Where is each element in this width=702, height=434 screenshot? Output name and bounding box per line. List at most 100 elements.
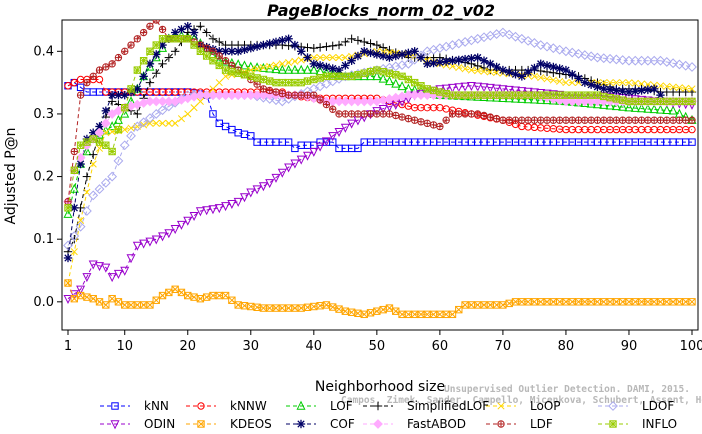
legend-label: kNN (144, 399, 169, 413)
data-point (643, 85, 653, 94)
data-point (492, 114, 501, 123)
data-point (492, 62, 501, 72)
data-point (119, 140, 130, 151)
data-point (102, 63, 110, 71)
data-point (322, 62, 331, 72)
data-point (264, 94, 275, 104)
data-point (618, 101, 628, 111)
data-point (562, 116, 570, 124)
data-point (663, 82, 671, 90)
data-point (152, 296, 160, 304)
data-point (69, 290, 79, 300)
data-point (240, 45, 249, 54)
data-point (196, 41, 205, 49)
credit-line-1: Unsupervised Outlier Detection. DAMI, 20… (444, 384, 690, 395)
data-point (372, 40, 382, 50)
legend-item-kdeos: KDEOS (186, 417, 272, 431)
x-tick-label: 10 (116, 339, 133, 354)
x-tick-label: 60 (432, 339, 449, 354)
data-point (562, 79, 570, 87)
data-point (94, 127, 105, 138)
x-tick-label: 80 (558, 339, 575, 354)
legend-marker (609, 420, 617, 428)
data-point (82, 206, 92, 216)
data-point (347, 119, 357, 129)
data-point (669, 97, 677, 106)
data-point (190, 41, 198, 49)
legend-marker (373, 419, 383, 429)
data-point (290, 40, 300, 50)
data-point (574, 91, 583, 99)
data-point (145, 113, 155, 124)
data-point (341, 54, 349, 62)
data-point (530, 72, 538, 80)
data-point (511, 91, 520, 99)
data-point (164, 53, 174, 62)
legend-label: INFLO (642, 417, 677, 431)
data-point (132, 241, 142, 251)
data-point (655, 55, 666, 66)
data-point (259, 40, 268, 50)
x-tick-label: 30 (243, 339, 260, 354)
data-point (455, 110, 463, 118)
data-point (650, 97, 658, 106)
data-point (132, 121, 143, 132)
data-point (252, 42, 262, 51)
data-point (334, 40, 344, 50)
data-point (631, 298, 639, 306)
data-point (454, 55, 463, 65)
data-point (480, 111, 488, 120)
data-point (423, 119, 431, 128)
data-point (461, 65, 469, 73)
data-point (581, 116, 589, 124)
data-point (466, 82, 476, 92)
data-point (499, 116, 507, 124)
data-point (272, 61, 280, 69)
data-point (682, 84, 690, 92)
data-point (479, 83, 489, 93)
data-point (127, 41, 135, 49)
data-point (341, 72, 350, 81)
data-point (668, 58, 678, 69)
data-point (247, 66, 255, 74)
data-point (372, 71, 382, 81)
data-point (108, 147, 116, 156)
data-point (246, 43, 255, 53)
data-point (455, 305, 463, 314)
data-point (379, 67, 387, 76)
data-point (612, 116, 621, 124)
data-point (228, 61, 236, 70)
data-point (479, 56, 489, 65)
data-point (467, 66, 475, 74)
data-point (158, 119, 167, 127)
data-point (285, 59, 293, 67)
data-point (107, 171, 118, 182)
data-point (303, 151, 313, 161)
data-point (360, 69, 368, 77)
data-point (127, 85, 135, 93)
data-point (139, 57, 148, 65)
data-point (214, 204, 224, 214)
data-point (70, 294, 79, 303)
data-point (202, 206, 212, 216)
data-point (89, 160, 97, 168)
data-point (555, 64, 564, 73)
data-point (108, 128, 116, 136)
data-point (152, 41, 160, 49)
data-point (637, 86, 646, 95)
data-point (649, 104, 659, 114)
data-point (196, 97, 204, 105)
data-point (644, 97, 652, 106)
y-tick-label: 0.4 (33, 44, 54, 59)
data-point (316, 54, 324, 62)
data-point (284, 34, 293, 43)
data-point (618, 116, 627, 124)
data-point (542, 41, 552, 52)
data-point (252, 185, 262, 195)
legend-label: LoOP (530, 399, 561, 413)
data-point (492, 84, 502, 94)
data-point (347, 34, 356, 43)
data-point (322, 100, 331, 109)
data-point (329, 72, 337, 81)
data-point (120, 266, 130, 276)
